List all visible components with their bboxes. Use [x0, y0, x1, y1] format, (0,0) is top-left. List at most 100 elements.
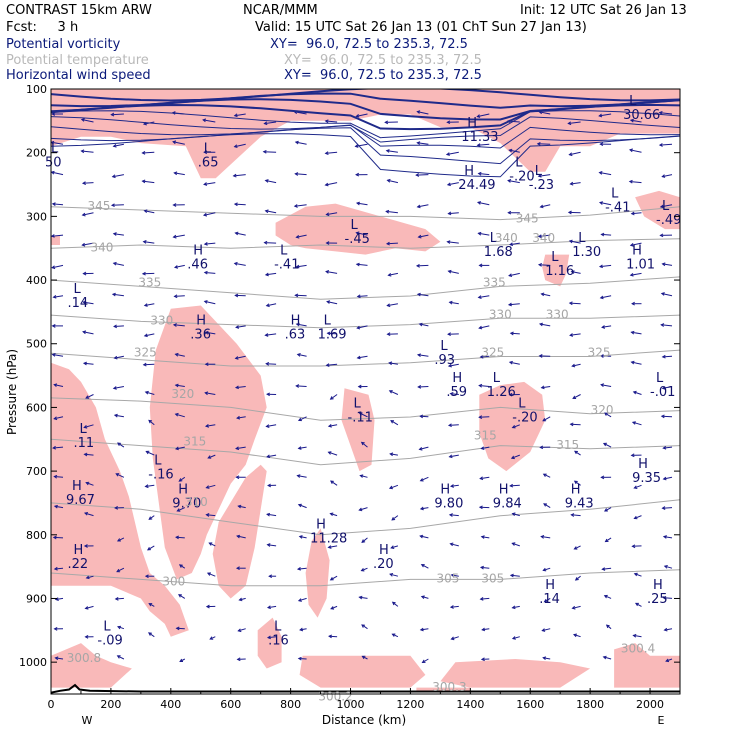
- wind-arrow: [539, 323, 551, 327]
- wind-arrowhead: [233, 144, 238, 148]
- wind-arrow: [631, 361, 642, 365]
- field-name-theta: Potential temperature: [6, 53, 149, 68]
- theta-line-320: [51, 397, 680, 421]
- wind-arrowhead: [235, 446, 240, 451]
- wind-arrow: [631, 331, 642, 335]
- extremum-letter: H: [452, 371, 462, 386]
- wind-arrowhead: [599, 354, 604, 358]
- wind-arrowhead: [84, 606, 89, 610]
- wind-arrowhead: [360, 441, 365, 446]
- wind-arrowhead: [175, 626, 180, 631]
- wind-arrowhead: [661, 354, 666, 359]
- wind-arrow: [574, 480, 581, 486]
- wind-arrowhead: [295, 384, 300, 388]
- wind-arrowhead: [355, 262, 360, 267]
- wind-arrowhead: [415, 263, 420, 268]
- wind-arrowhead: [82, 330, 87, 335]
- wind-arrow: [84, 453, 94, 456]
- wind-arrowhead: [478, 383, 483, 388]
- wind-arrow: [326, 271, 338, 274]
- extremum-letter: L: [440, 339, 448, 354]
- wind-arrowhead: [52, 294, 57, 299]
- wind-arrowhead: [237, 504, 242, 509]
- wind-arrow: [266, 363, 277, 365]
- wind-arrowhead: [662, 476, 667, 481]
- wind-arrow: [113, 386, 124, 389]
- theta-label: 300.4: [621, 642, 655, 656]
- extremum-value: 1.26: [487, 385, 516, 400]
- wind-arrow: [572, 363, 581, 367]
- pv-contours: [51, 89, 680, 178]
- wind-arrowhead: [112, 386, 117, 390]
- wind-arrowhead: [267, 483, 272, 488]
- extremum-letter: L: [515, 156, 523, 171]
- wind-arrow: [574, 450, 581, 456]
- wind-arrowhead: [604, 508, 608, 512]
- wind-arrowhead: [266, 543, 271, 547]
- wind-arrowhead: [598, 113, 603, 118]
- wind-arrowhead: [265, 361, 270, 366]
- theta-label: 340: [495, 231, 518, 245]
- wind-arrowhead: [85, 395, 90, 399]
- wind-arrowhead: [571, 605, 576, 610]
- wind-arrowhead: [446, 182, 451, 187]
- theta-label: 315: [474, 428, 497, 442]
- wind-arrowhead: [450, 573, 455, 578]
- wind-arrowhead: [175, 535, 180, 540]
- wind-vectors: [51, 110, 673, 664]
- extremum-value: 50: [45, 156, 62, 171]
- extremum-value: -.16: [148, 468, 173, 483]
- wind-arrowhead: [299, 627, 304, 632]
- wind-arrowhead: [202, 118, 207, 123]
- wind-arrow: [300, 628, 307, 631]
- wind-arrowhead: [540, 385, 545, 390]
- wind-arrowhead: [203, 182, 208, 186]
- wind-arrow: [206, 514, 216, 517]
- wind-arrow: [295, 173, 307, 176]
- wind-arrowhead: [112, 232, 117, 236]
- wind-arrowhead: [51, 324, 56, 328]
- wind-arrow: [421, 564, 429, 569]
- wind-arrowhead: [602, 442, 607, 447]
- wind-arrowhead: [479, 354, 484, 359]
- wind-arrow: [544, 597, 551, 603]
- wind-arrowhead: [174, 352, 179, 357]
- wind-arrow: [204, 182, 216, 185]
- wind-arrow: [630, 242, 642, 246]
- extremum-letter: H: [467, 116, 477, 131]
- wind-arrowhead: [207, 455, 212, 459]
- wind-arrowhead: [330, 606, 335, 610]
- wind-arrow: [55, 657, 64, 660]
- wind-arrow: [418, 234, 429, 238]
- extremum-value: .22: [68, 557, 89, 572]
- wind-arrow: [234, 113, 246, 117]
- wind-arrow: [570, 423, 581, 426]
- axes: 0 200 400 600 800 1000 1200 1400 1600 1800 2000 100…: [19, 83, 681, 711]
- wind-arrowhead: [659, 233, 664, 238]
- wind-arrowhead: [114, 596, 119, 601]
- wind-arrowhead: [476, 143, 481, 147]
- wind-arrow: [267, 513, 277, 517]
- wind-arrowhead: [204, 423, 210, 428]
- wind-arrowhead: [358, 595, 363, 600]
- wind-arrowhead: [203, 150, 208, 155]
- wind-arrow: [114, 325, 124, 327]
- wind-arrow: [451, 636, 459, 640]
- wind-arrow: [420, 535, 429, 539]
- wind-arrowhead: [511, 512, 516, 517]
- pv-contour: [51, 133, 680, 178]
- wind-arrow: [357, 325, 368, 329]
- wind-arrowhead: [326, 331, 331, 336]
- wind-arrowhead: [83, 544, 88, 548]
- extremum-value: .36: [190, 328, 211, 343]
- wind-arrow: [480, 597, 490, 600]
- wind-arrowhead: [232, 173, 237, 178]
- wind-arrow: [477, 113, 490, 118]
- wind-arrow: [54, 476, 64, 478]
- wind-arrowhead: [508, 360, 513, 365]
- wind-arrowhead: [330, 480, 334, 485]
- extremum-letter: H: [379, 543, 389, 558]
- wind-arrowhead: [327, 451, 332, 455]
- pv-positive-region: [51, 643, 132, 688]
- wind-arrowhead: [80, 149, 85, 154]
